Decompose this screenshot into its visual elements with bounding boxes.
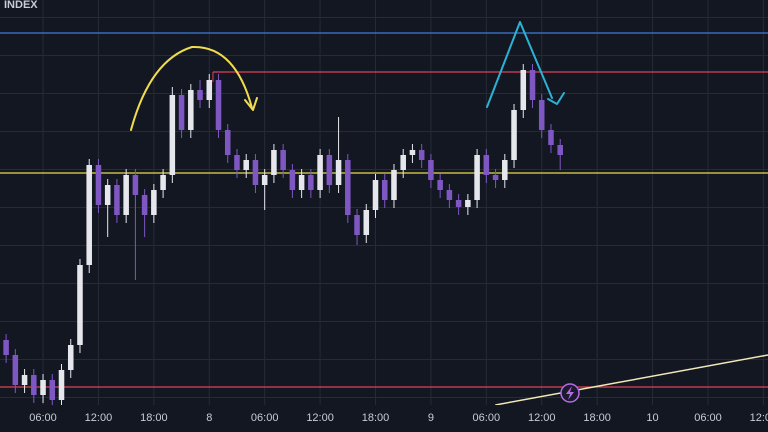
candle-body [455,200,462,207]
candle-body [271,150,277,175]
arrow-head [244,97,258,111]
candle-body [465,200,471,207]
candles-layer [3,64,563,408]
candle-body [21,375,28,385]
chart-title: INDEX [4,0,38,11]
x-tick-label: 18:00 [140,412,168,424]
x-tick-label: 06:00 [29,412,57,424]
candle-body [409,150,416,155]
candle-body [31,375,37,395]
candle-body [86,165,92,265]
candle-body [280,150,286,170]
candle-body [345,160,351,215]
peak-arrow [486,21,553,108]
candle-body [252,160,259,185]
arrow-head [547,92,565,105]
candle-body [215,80,222,130]
candle-body [77,265,83,345]
candle-body [151,190,157,215]
alert-icon[interactable] [560,383,580,403]
candle-body [12,355,19,385]
x-tick-label: 9 [428,412,434,424]
x-tick-label: 18:00 [583,412,611,424]
candle-body [308,175,314,190]
candle-body [317,155,323,190]
candle-body [132,175,139,195]
candle-body [529,70,536,100]
candle-body [326,155,333,185]
candle-body [206,80,213,100]
candle-body [511,110,517,160]
candle-body [474,155,480,200]
candle-body [178,95,185,130]
candle-body [363,210,370,235]
x-tick-label: 06:00 [251,412,279,424]
candle-body [58,370,65,400]
candle-body [49,380,56,400]
candle-body [428,160,434,180]
candle-body [354,215,360,235]
candle-body [261,175,268,185]
candle-body [67,345,74,370]
candle-body [114,185,120,215]
candle-body [169,95,176,175]
arc-arrow [130,45,253,131]
candle-body [188,90,194,130]
candle-body [234,155,240,170]
x-tick-label: 06:00 [473,412,501,424]
x-tick-label: 8 [206,412,212,424]
candle-body [95,165,102,205]
candle-body [372,180,379,210]
x-tick-label: 12:00 [85,412,113,424]
levels-layer [0,32,768,406]
candle-body [446,190,453,200]
x-axis-band [0,405,768,432]
candle-body [418,150,425,160]
candle-body [437,180,443,190]
candle-body [483,155,490,175]
candle-body [391,170,397,200]
candle-body [298,175,305,190]
candle-body [40,380,46,395]
x-tick-label: 12:00 [750,412,768,424]
candle-body [548,130,554,145]
candle-body [538,100,545,130]
x-tick-label: 10 [646,412,658,424]
candle-body [335,160,342,185]
candle-body [400,155,406,170]
x-tick-label: 06:00 [694,412,722,424]
candle-body [381,180,388,200]
candle-body [289,170,296,190]
candle-body [197,90,203,100]
x-axis: 06:00 12:00 18:00 8 06:00 12:00 18:00 9 06:00 12:… [29,412,768,424]
candle-body [243,160,249,170]
candle-body [160,175,166,190]
x-tick-label: 18:00 [362,412,390,424]
candle-body [224,130,231,155]
candle-body [123,175,129,215]
trend-line [495,354,768,406]
x-tick-label: 12:00 [306,412,334,424]
candle-body [502,160,508,180]
candle-body [557,145,563,155]
candle-body [3,340,9,355]
candle-body [520,70,527,110]
annotations [130,21,565,131]
candle-body [492,175,499,180]
candle-body [141,195,148,215]
x-tick-label: 12:00 [528,412,556,424]
candle-body [104,185,111,205]
